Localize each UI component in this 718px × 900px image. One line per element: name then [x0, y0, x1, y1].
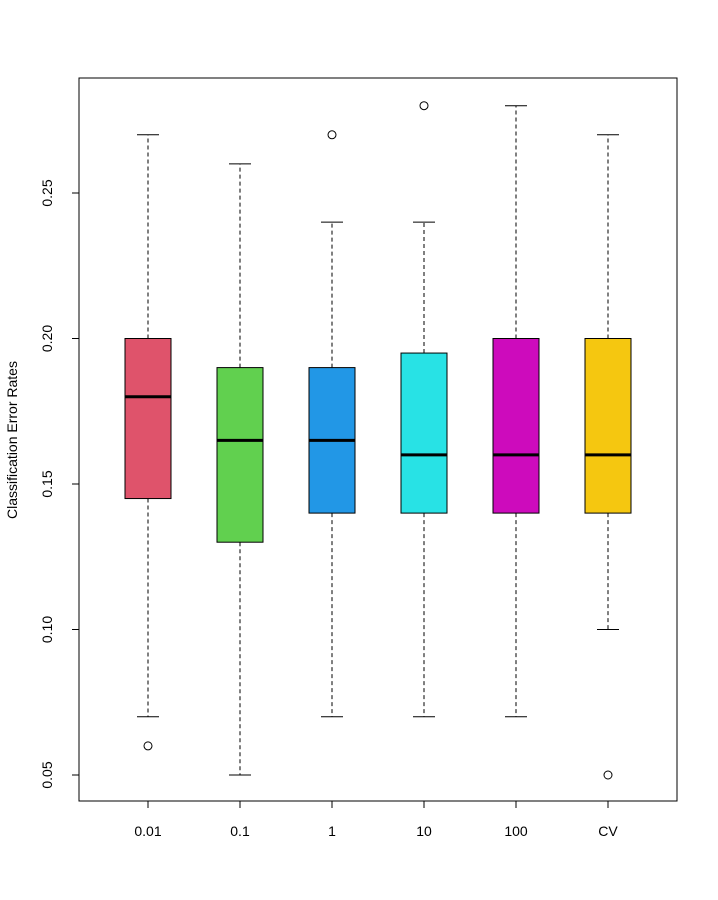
outlier-point — [327, 130, 337, 140]
y-tick-label: 0.25 — [39, 179, 55, 206]
y-tick-label: 0.15 — [39, 470, 55, 497]
box-iqr — [492, 338, 540, 514]
box-iqr — [124, 338, 172, 500]
x-axis: 0.01 0.1 1 10 100 CV — [134, 800, 618, 839]
box-6 — [584, 134, 632, 780]
x-tick-label: 1 — [328, 823, 336, 839]
y-tick-label: 0.20 — [39, 325, 55, 352]
y-axis: 0.05 0.10 0.15 0.20 0.25 — [39, 179, 80, 789]
x-tick-label: 100 — [504, 823, 528, 839]
box-5 — [492, 105, 540, 718]
box-iqr — [216, 367, 264, 543]
x-tick-label: CV — [598, 823, 618, 839]
x-tick-label: 0.01 — [134, 823, 161, 839]
x-tick-label: 10 — [416, 823, 432, 839]
outlier-point — [143, 741, 153, 751]
box-3 — [308, 130, 356, 718]
x-tick-label: 0.1 — [230, 823, 250, 839]
box-iqr — [400, 352, 448, 514]
y-tick-label: 0.05 — [39, 761, 55, 788]
outlier-point — [419, 101, 429, 111]
box-series — [124, 101, 632, 780]
outlier-point — [603, 770, 613, 780]
box-1 — [124, 134, 172, 751]
box-iqr — [584, 338, 632, 514]
box-4 — [400, 101, 448, 718]
y-axis-label: Classification Error Rates — [4, 361, 20, 519]
box-2 — [216, 163, 264, 776]
y-tick-label: 0.10 — [39, 616, 55, 643]
